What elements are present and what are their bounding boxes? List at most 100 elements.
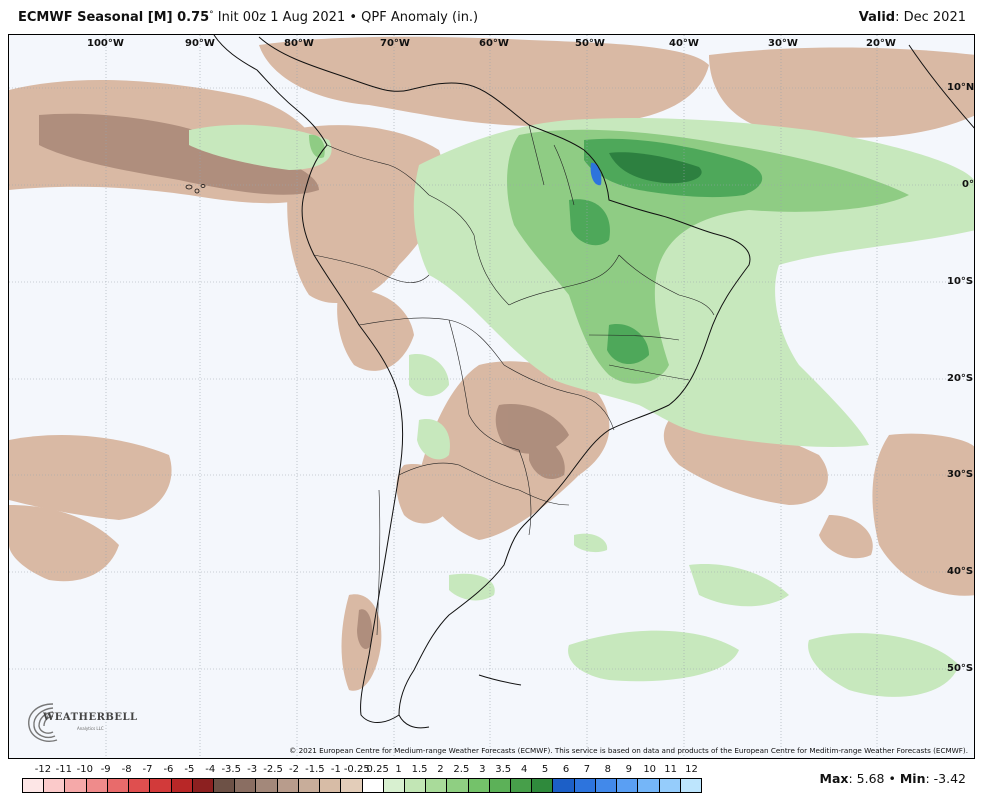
legend-swatch (171, 779, 193, 792)
dry-anomaly-strong-areas (39, 113, 569, 650)
legend-swatch (256, 779, 278, 792)
min-value: : -3.42 (925, 771, 966, 786)
legend-swatch (574, 779, 596, 792)
lon-label-70w: 70°W (380, 38, 410, 49)
legend-swatch (213, 779, 236, 792)
legend-label: -8 (121, 764, 132, 775)
legend-swatch (150, 779, 172, 792)
legend-label: -4 (205, 764, 216, 775)
max-label: Max (819, 771, 849, 786)
legend-swatch (617, 779, 639, 792)
lat-label-40s: 40°S (947, 566, 974, 577)
legend-label: 2 (437, 764, 444, 775)
lat-label-10s: 10°S (947, 276, 974, 287)
copyright-notice: © 2021 European Centre for Medium-range … (289, 746, 968, 755)
map-panel: 100°W 90°W 80°W 70°W 60°W 50°W 40°W 30°W… (8, 34, 975, 759)
title-bar: ECMWF Seasonal [M] 0.75° Init 00z 1 Aug … (0, 0, 984, 34)
legend-label: 8 (604, 764, 612, 775)
legend-label: 5 (541, 764, 549, 775)
map-canvas (9, 35, 974, 758)
legend-swatch (107, 779, 130, 792)
legend-label: 1.5 (411, 764, 428, 775)
coastlines (213, 35, 974, 729)
legend-label: -3.5 (221, 764, 241, 775)
legend-label: 11 (664, 764, 677, 775)
lon-label-20w: 20°W (866, 38, 896, 49)
legend-swatch (192, 779, 214, 792)
legend-label: -1 (330, 764, 341, 775)
legend-swatch (44, 779, 66, 792)
country-borders (313, 124, 715, 636)
legend-swatch (362, 779, 384, 792)
legend-swatch (468, 779, 490, 792)
swirl-logo-icon (28, 703, 58, 742)
legend-label: -7 (142, 764, 153, 775)
lat-label-50s: 50°S (947, 663, 974, 674)
lon-label-30w: 30°W (768, 38, 798, 49)
lon-label-90w: 90°W (185, 38, 215, 49)
legend-label: 4 (520, 764, 528, 775)
legend-label: -2.5 (263, 764, 283, 775)
legend-label: -6 (163, 764, 174, 775)
map-title: ECMWF Seasonal [M] 0.75° Init 00z 1 Aug … (18, 10, 478, 25)
color-legend (22, 778, 702, 793)
legend-swatch (277, 779, 299, 792)
legend-label: -5 (184, 764, 195, 775)
valid-label: Valid (858, 10, 896, 25)
lat-label-20s: 20°S (947, 373, 974, 384)
legend-label: -2 (289, 764, 299, 775)
dry-anomaly-areas (9, 36, 974, 691)
legend-swatch (680, 779, 701, 792)
max-min-separator: • (888, 771, 896, 786)
model-name: ECMWF Seasonal [M] 0.75 (18, 10, 210, 25)
legend-swatch (383, 779, 405, 792)
legend-swatch (320, 779, 342, 792)
min-label: Min (899, 771, 926, 786)
legend-label: 0.25 (366, 764, 389, 775)
logo-subtext: Analytics LLC (77, 726, 104, 731)
lon-label-60w: 60°W (479, 38, 509, 49)
legend-swatch (65, 779, 87, 792)
field-name: QPF Anomaly (in.) (361, 10, 479, 25)
graticule (9, 35, 974, 758)
lon-label-40w: 40°W (669, 38, 699, 49)
degree-symbol: ° (209, 10, 214, 20)
legend-swatch (426, 779, 448, 792)
lat-label-10n: 10°N (947, 82, 975, 93)
legend-label: 1 (395, 764, 402, 775)
galapagos-islands (185, 184, 206, 194)
weatherbell-logo: WEATHERBELL Analytics LLC (23, 698, 137, 748)
legend-swatch (129, 779, 151, 792)
legend-swatch (532, 779, 554, 792)
legend-label: 7 (583, 764, 591, 775)
lon-label-80w: 80°W (284, 38, 314, 49)
lat-label-30s: 30°S (947, 469, 974, 480)
legend-label: -12 (34, 764, 52, 775)
max-value: : 5.68 (848, 771, 885, 786)
legend-swatch (489, 779, 512, 792)
valid-value: : Dec 2021 (895, 10, 966, 25)
legend-swatch (86, 779, 108, 792)
lon-label-100w: 100°W (87, 38, 124, 49)
legend-label: 2.5 (453, 764, 470, 775)
legend-labels: -12 -11 -10 -9 -8 -7 -6 -5 -4 -3.5 -3 -2.5 -2 -1.5 -1-… (22, 764, 702, 778)
wet-anomaly-max-area (609, 152, 702, 184)
legend-label: -1.5 (305, 764, 325, 775)
legend-swatch (235, 779, 257, 792)
legend-label: -11 (55, 764, 73, 775)
legend-swatch (23, 779, 45, 792)
init-time: Init 00z 1 Aug 2021 (217, 10, 346, 25)
legend-label: 6 (562, 764, 570, 775)
legend-label: 10 (643, 764, 657, 775)
legend-swatch (659, 779, 681, 792)
title-bullet: • (349, 10, 358, 25)
legend-label: -0.25 (343, 764, 370, 775)
legend-swatch (553, 779, 575, 792)
legend-swatch (638, 779, 660, 792)
legend-label: -10 (76, 764, 93, 775)
logo-text: WEATHERBELL (43, 712, 138, 723)
legend-label: 3 (479, 764, 486, 775)
legend-label: -9 (100, 764, 111, 775)
max-min-readout: Max: 5.68 • Min: -3.42 (820, 771, 966, 786)
valid-time: Valid: Dec 2021 (859, 10, 966, 25)
